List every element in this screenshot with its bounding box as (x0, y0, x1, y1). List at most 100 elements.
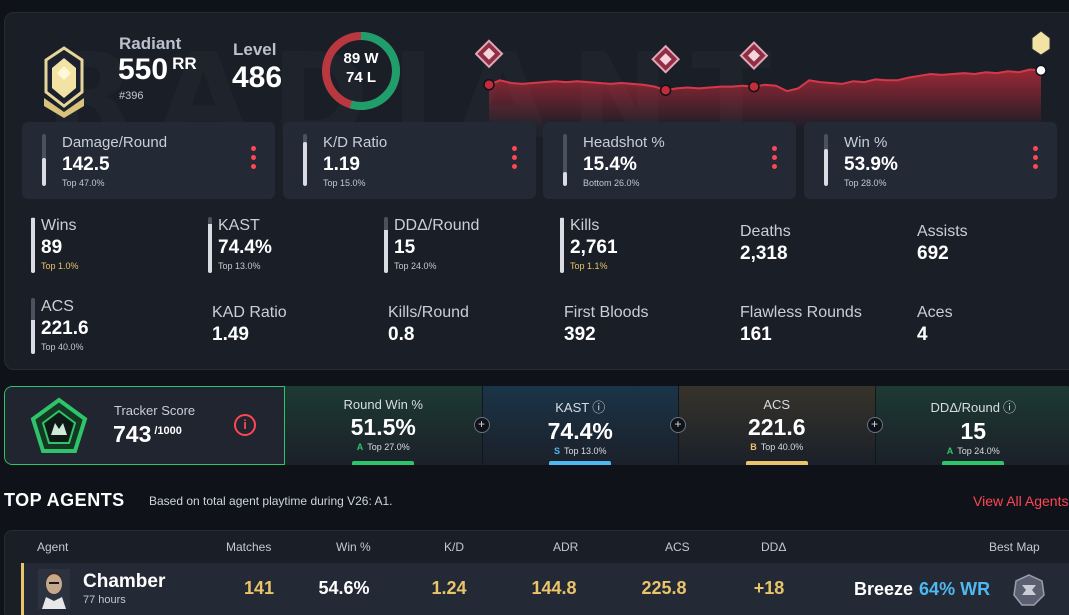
view-all-agents-link[interactable]: View All Agents (973, 493, 1069, 509)
stat-tile-value: 15.4% (583, 154, 637, 175)
agent-win-pct: 54.6% (318, 578, 370, 598)
stat-tile-bar (563, 134, 567, 186)
chamber-portrait-icon (38, 569, 70, 609)
header-kd[interactable]: K/D (444, 540, 465, 554)
more-options-icon[interactable] (1033, 146, 1039, 172)
stat-value: 221.6 (41, 318, 89, 339)
stat-tile: Win % 53.9% Top 28.0% (804, 122, 1057, 199)
agent-kd: 1.24 (431, 578, 467, 598)
stat-value: 89 (41, 237, 63, 258)
tracker-metric-label: KAST ⓘ (555, 400, 606, 415)
stat-tile-percentile: Top 47.0% (62, 178, 105, 188)
stat-value: 161 (740, 324, 772, 345)
stat-tile-value: 1.19 (323, 154, 360, 175)
stat-bar (560, 217, 564, 273)
tracker-score-value: 743/1000 (113, 421, 182, 447)
agent-adr: 144.8 (531, 578, 577, 598)
rr-line (488, 68, 1042, 93)
header-agent[interactable]: Agent (37, 540, 69, 554)
win-loss-ring (322, 32, 400, 110)
tracker-metric-cell[interactable]: ACS 221.6 B Top 40.0% (678, 386, 875, 465)
top-agents-table: Agent Matches Win % K/D ADR ACS DDΔ Best… (4, 530, 1069, 615)
header-best-map[interactable]: Best Map (989, 540, 1040, 554)
radiant-rank-icon (1031, 30, 1051, 56)
header-acs[interactable]: ACS (665, 540, 690, 554)
stat-label: Aces (917, 304, 953, 321)
tracker-metric-value: 51.5% (350, 414, 416, 440)
more-options-icon[interactable] (251, 146, 257, 172)
tracker-metric-label: Round Win % (343, 397, 423, 412)
stat-item: Aces 4 (913, 304, 953, 346)
more-options-icon[interactable] (772, 146, 778, 172)
rr-marker[interactable] (659, 84, 672, 96)
stat-label: Assists (917, 223, 968, 240)
info-icon[interactable]: i (234, 414, 256, 436)
tracker-metric-grade: A Top 27.0% (356, 442, 410, 452)
rr-marker[interactable] (483, 79, 495, 91)
rr-marker[interactable] (748, 80, 760, 93)
stat-item: Wins 89 Top 1.0% (31, 217, 79, 273)
plus-icon: + (670, 417, 686, 433)
stat-item: Kills/Round 0.8 (384, 304, 469, 346)
leaderboard-position: #396 (119, 90, 144, 102)
stat-item: Flawless Rounds 161 (736, 304, 862, 346)
stat-tile-label: K/D Ratio (323, 134, 388, 151)
immortal-rank-icon (475, 39, 504, 69)
rr-area (489, 69, 1041, 129)
stat-item: KAST 74.4% Top 13.0% (208, 217, 272, 273)
agent-acs: 225.8 (641, 578, 687, 598)
tracker-metric-cell[interactable]: Round Win % 51.5% A Top 27.0% (285, 386, 482, 465)
tracker-score-label: Tracker Score (114, 403, 196, 418)
tracker-metric-value: 221.6 (747, 414, 806, 440)
header-adr[interactable]: ADR (553, 540, 579, 554)
level-value: 486 (232, 61, 283, 94)
wins-count: 89 W (343, 50, 379, 67)
agent-hours: 77 hours (83, 594, 126, 606)
info-icon[interactable]: ⓘ (592, 400, 606, 415)
tracker-metric-cell[interactable]: KAST ⓘ 74.4% S Top 13.0% (481, 386, 678, 465)
stat-tile-bar (42, 134, 46, 186)
stat-label: ACS (41, 298, 74, 315)
stat-tile-bar (303, 134, 307, 186)
win-loss-record: 89 W 74 L (319, 49, 403, 87)
tracker-score-row: Tracker Score 743/1000 i Round Win % 51.5… (4, 386, 1069, 465)
stat-item: Kills 2,761 Top 1.1% (560, 217, 618, 273)
stat-tile-bar (824, 134, 828, 186)
stat-label: KAST (218, 217, 260, 234)
header-win[interactable]: Win % (336, 540, 371, 554)
immortal-rank-icon (651, 44, 681, 74)
stat-label: KAD Ratio (212, 304, 287, 321)
stat-tile-label: Damage/Round (62, 134, 168, 151)
tracker-metric-cell[interactable]: DDΔ/Round ⓘ 15 A Top 24.0% (874, 386, 1069, 465)
stat-tile: Damage/Round 142.5 Top 47.0% (22, 122, 275, 199)
rr-marker[interactable] (1035, 64, 1047, 77)
header-matches[interactable]: Matches (226, 540, 272, 554)
stat-value: 74.4% (218, 237, 272, 258)
grade-indicator (549, 461, 612, 465)
tracker-score-panel: Tracker Score 743/1000 i (4, 386, 285, 465)
plus-icon: + (866, 417, 883, 433)
rank-rr: 550 RR (118, 53, 197, 86)
breeze-map-icon (1013, 574, 1045, 606)
stat-value: 392 (564, 324, 596, 345)
agent-dd: +18 (753, 578, 785, 598)
top-agents-subtitle: Based on total agent playtime during V26… (149, 494, 393, 508)
tracker-metric-label: ACS (763, 397, 791, 412)
more-options-icon[interactable] (512, 146, 518, 172)
agent-best-map: Breeze 64% WR (854, 579, 991, 599)
stat-bar (31, 298, 35, 354)
tracker-metric-label: DDΔ/Round ⓘ (930, 400, 1016, 415)
stat-item: Assists 692 (913, 223, 968, 265)
tracker-score-icon (30, 397, 88, 453)
tracker-metric-value: 15 (960, 418, 987, 444)
stat-label: Kills/Round (388, 304, 469, 321)
grade-indicator (745, 461, 808, 465)
stat-tile-percentile: Top 28.0% (844, 178, 887, 188)
info-icon[interactable]: ⓘ (1002, 400, 1016, 415)
agent-row[interactable]: Chamber 77 hours 141 54.6% 1.24 144.8 22… (21, 563, 1069, 615)
stat-item: First Bloods 392 (560, 304, 648, 346)
header-dd[interactable]: DDΔ (761, 540, 787, 554)
stat-label: First Bloods (564, 304, 649, 321)
stat-item: Deaths 2,318 (736, 223, 791, 265)
